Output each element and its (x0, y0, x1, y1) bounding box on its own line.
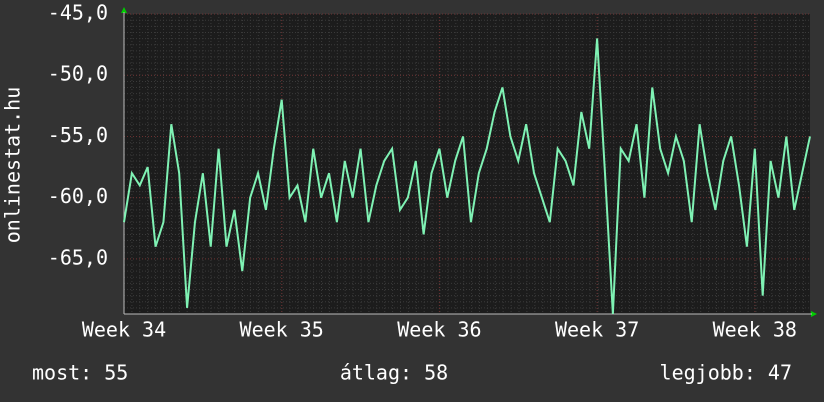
y-tick-label: -55,0 (48, 123, 108, 147)
x-tick-label: Week 36 (397, 318, 481, 342)
footer-best: legjobb: 47 (660, 361, 792, 385)
data-line (123, 38, 811, 315)
footer-average: átlag: 58 (340, 361, 448, 385)
y-tick-label: -65,0 (48, 245, 108, 269)
y-tick-label: -45,0 (48, 1, 108, 25)
x-tick-label: Week 35 (240, 318, 324, 342)
x-tick-label: Week 34 (82, 318, 166, 342)
y-tick-label: -60,0 (48, 184, 108, 208)
footer-now: most: 55 (32, 361, 128, 385)
axis-arrow (121, 7, 127, 13)
x-tick-label: Week 37 (555, 318, 639, 342)
y-axis-label: onlinestat.hu (1, 87, 25, 244)
axis-arrow (811, 311, 817, 317)
x-tick-label: Week 38 (713, 318, 797, 342)
y-tick-label: -50,0 (48, 62, 108, 86)
